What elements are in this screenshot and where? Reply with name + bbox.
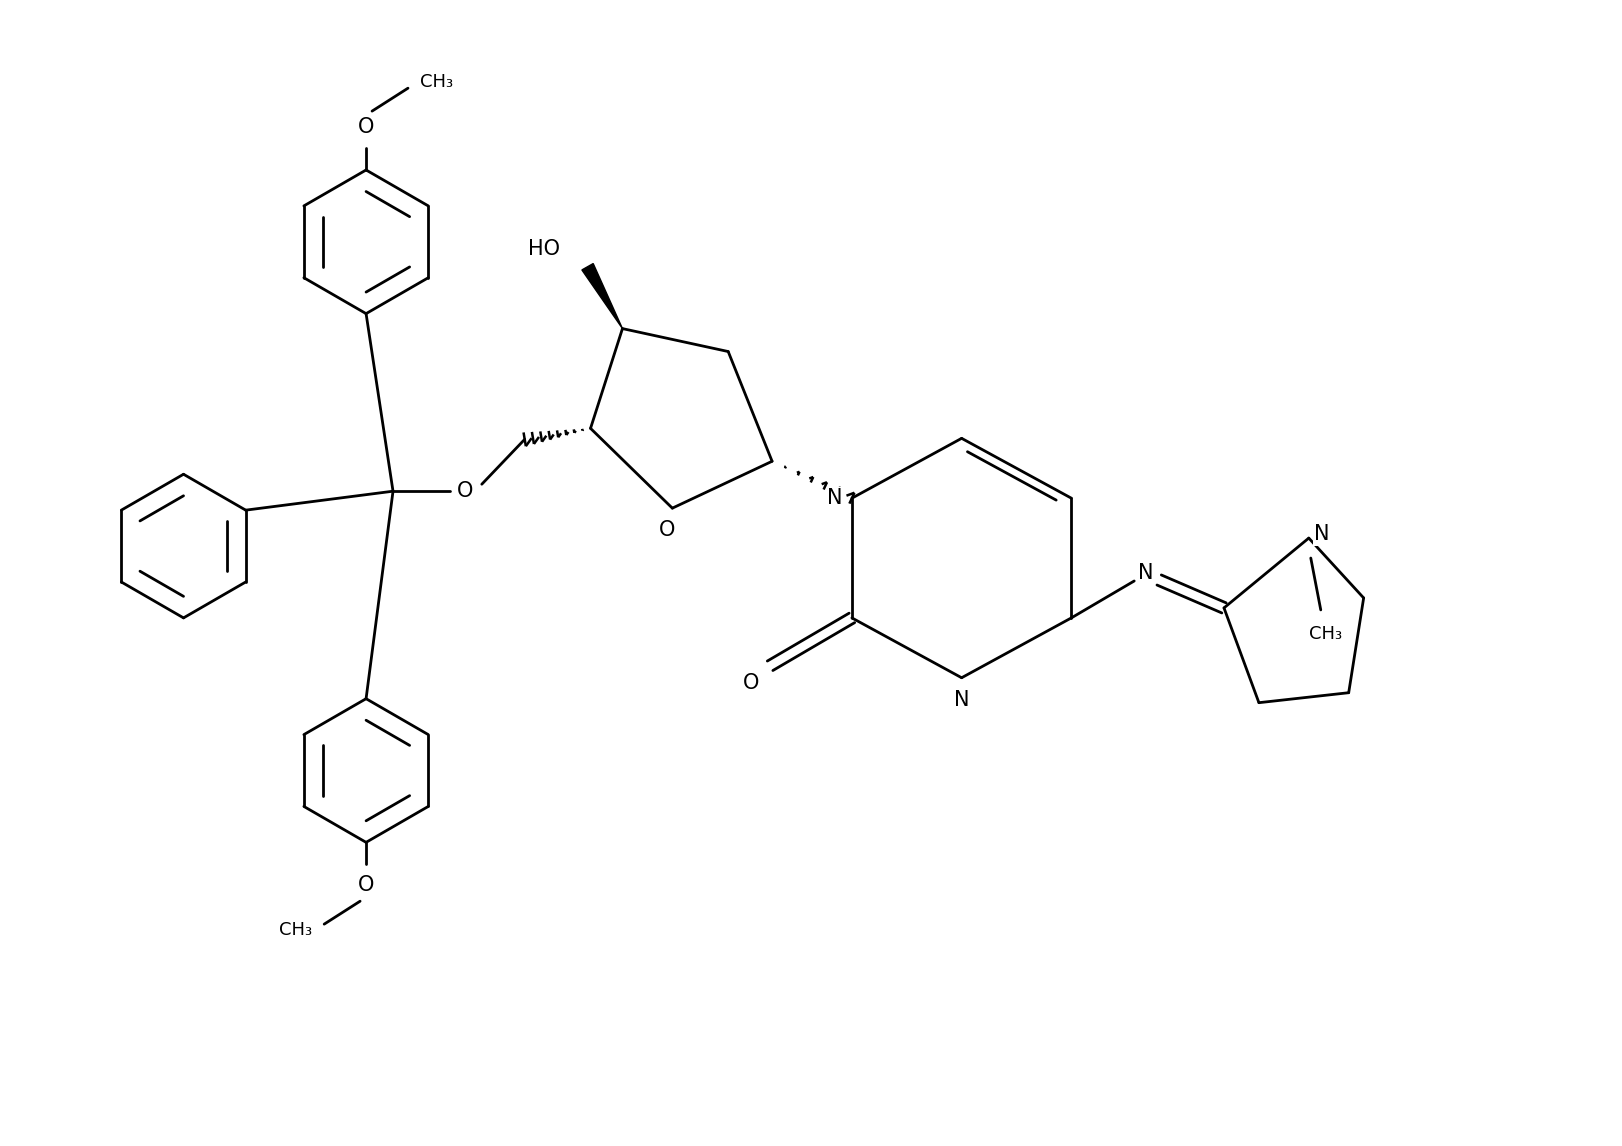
Text: O: O [743, 673, 759, 692]
Text: O: O [659, 520, 675, 540]
Text: N: N [827, 488, 843, 508]
Text: CH₃: CH₃ [279, 921, 311, 939]
Text: HO: HO [527, 238, 560, 259]
Text: O: O [358, 876, 375, 895]
Text: CH₃: CH₃ [420, 73, 453, 92]
Text: N: N [1314, 524, 1330, 544]
Text: N: N [1139, 563, 1153, 583]
Text: O: O [358, 117, 375, 138]
Text: CH₃: CH₃ [1309, 625, 1343, 643]
Polygon shape [582, 264, 623, 329]
Text: O: O [457, 481, 474, 501]
Text: N: N [954, 690, 970, 709]
